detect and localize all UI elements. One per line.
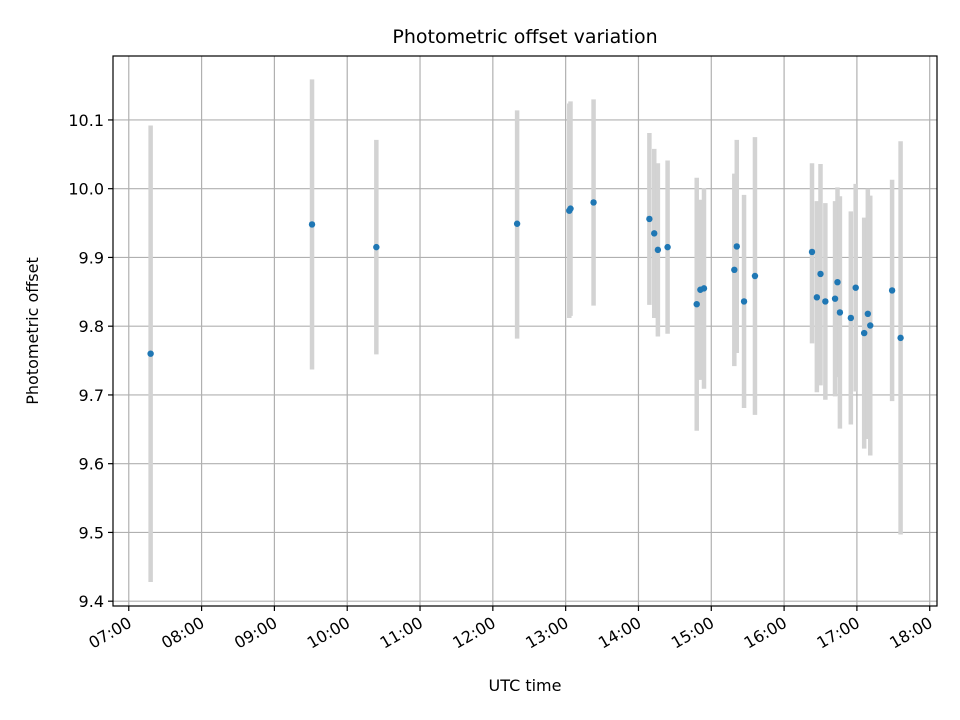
data-point	[751, 272, 759, 280]
data-point	[888, 287, 896, 294]
data-point	[822, 298, 829, 305]
data-point	[847, 314, 855, 322]
data-point	[834, 278, 841, 286]
y-axis-label: Photometric offset	[23, 257, 42, 405]
y-tick-label: 9.4	[79, 592, 104, 611]
plot-frame	[112, 55, 938, 607]
data-point	[693, 300, 700, 308]
data-point	[651, 230, 658, 237]
data-point	[646, 215, 653, 223]
data-point	[867, 322, 874, 329]
y-tick-label: 9.6	[79, 455, 104, 474]
data-points	[147, 199, 904, 357]
data-point	[731, 266, 738, 274]
data-point	[813, 294, 821, 301]
data-point	[308, 221, 316, 228]
data-point	[817, 270, 824, 278]
x-axis-label: UTC time	[489, 676, 562, 695]
y-tick-label: 10.0	[68, 180, 104, 199]
y-tick-label: 9.8	[79, 317, 104, 336]
data-point	[664, 243, 671, 251]
y-tick-label: 9.9	[79, 248, 104, 267]
y-tick-label: 10.1	[68, 111, 104, 130]
data-point	[513, 220, 521, 227]
y-tick-label: 9.5	[79, 523, 104, 542]
data-point	[831, 295, 839, 302]
y-tick-label: 9.7	[79, 386, 104, 405]
data-point	[864, 310, 872, 318]
chart-title: Photometric offset variation	[392, 26, 657, 48]
data-point	[808, 248, 816, 256]
grid	[113, 56, 937, 606]
data-point	[590, 199, 597, 206]
data-point	[733, 243, 740, 250]
data-point	[860, 329, 868, 337]
data-point	[373, 243, 380, 251]
data-point	[852, 284, 859, 291]
data-point	[567, 205, 574, 212]
data-point	[654, 246, 662, 254]
data-point	[836, 309, 844, 316]
data-point	[147, 350, 154, 357]
data-point	[700, 285, 708, 292]
data-point	[897, 334, 904, 342]
plot-background	[113, 56, 937, 606]
y-axis: 9.4 9.5 9.6 9.7 9.8 9.9 10.0 10.1	[68, 111, 113, 611]
data-point	[740, 298, 748, 305]
